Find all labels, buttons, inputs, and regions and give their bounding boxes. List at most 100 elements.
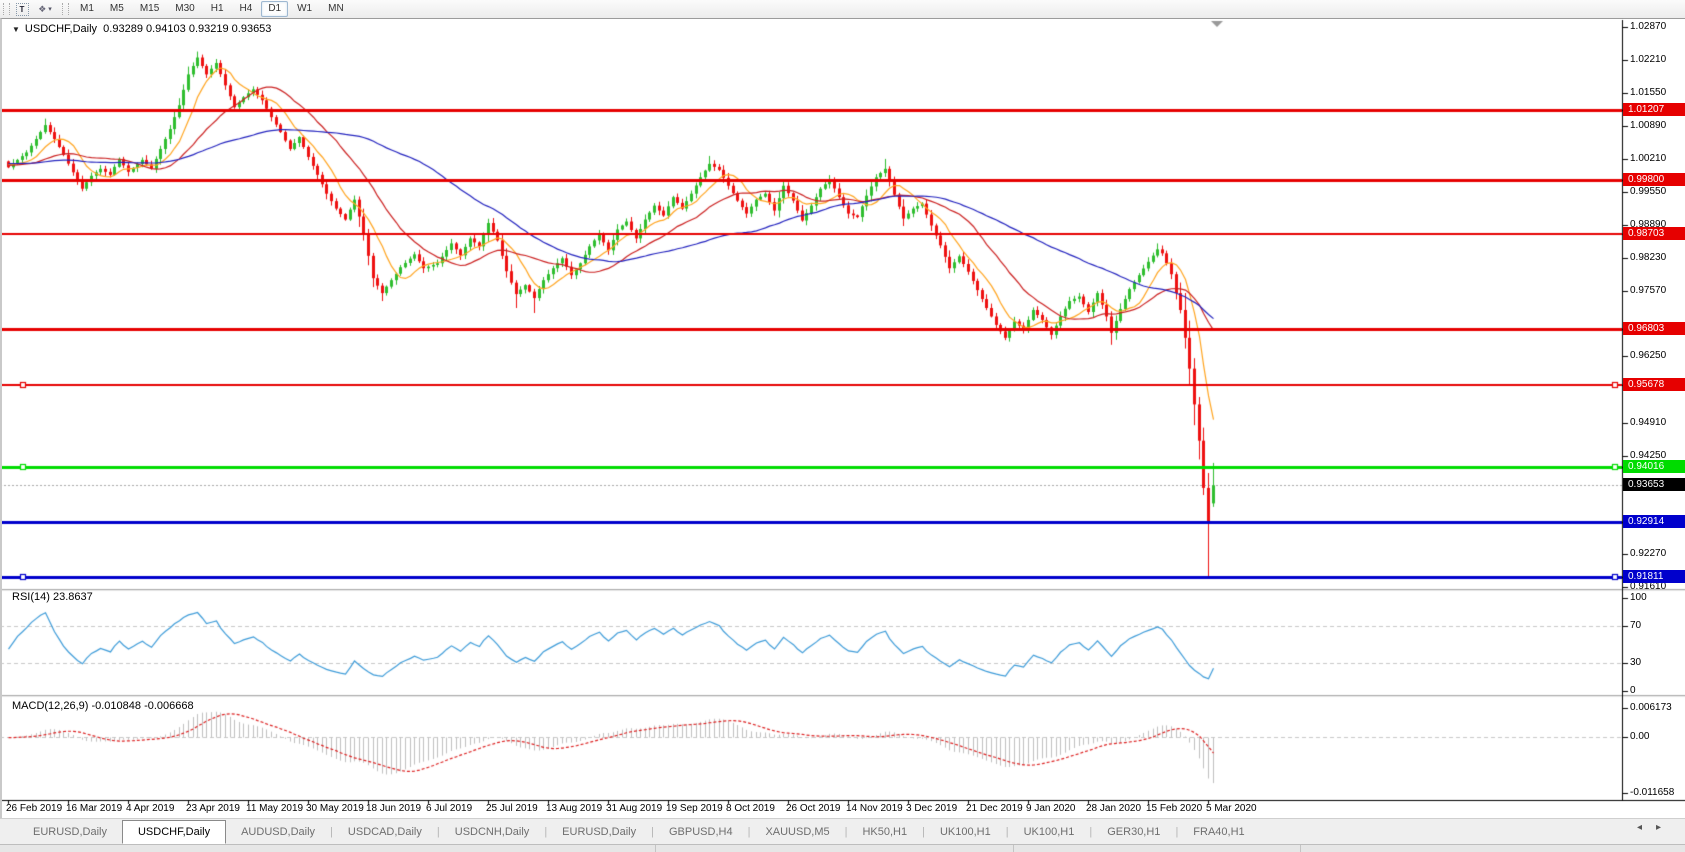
rsi-axis-tick-label: 0: [1630, 685, 1636, 696]
date-axis-label: 11 May 2019: [246, 803, 304, 814]
status-bar-divider: [1300, 845, 1301, 852]
price-level-badge[interactable]: 0.98703: [1623, 227, 1685, 240]
date-axis-label: 14 Nov 2019: [846, 803, 903, 814]
date-axis-label: 31 Aug 2019: [606, 803, 663, 814]
price-axis-tick-label: 0.94910: [1630, 417, 1667, 428]
price-axis-tick-label: 0.96250: [1630, 350, 1667, 361]
tab-separator: |: [544, 825, 548, 838]
ohlc-open: 0.93289: [103, 23, 143, 35]
timeframe-button-m1[interactable]: M1: [80, 3, 94, 14]
text-tool-button[interactable]: T: [14, 2, 30, 16]
symbol-tab-ger30-h1[interactable]: GER30,H1: [1107, 825, 1161, 838]
price-axis-tick-label: 0.98890: [1630, 219, 1667, 230]
status-bar-divider: [1013, 845, 1014, 852]
price-axis-tick-label: 0.91610: [1630, 581, 1667, 592]
text-tool-icon: T: [15, 2, 29, 16]
macd-axis-tick-label: 0.006173: [1630, 702, 1672, 713]
timeframe-button-m30[interactable]: M30: [175, 3, 195, 14]
tab-scroll-left-icon[interactable]: ◂: [1636, 822, 1656, 833]
date-axis-label: 9 Jan 2020: [1026, 803, 1076, 814]
price-level-badge[interactable]: 0.91811: [1623, 570, 1685, 583]
timeframe-button-m15[interactable]: M15: [139, 3, 160, 14]
price-axis-tick-label: 1.00890: [1630, 120, 1667, 131]
symbol-tab-fra40-h1[interactable]: FRA40,H1: [1193, 825, 1245, 838]
toolbar-grip[interactable]: [62, 3, 69, 15]
date-axis-label: 18 Jun 2019: [366, 803, 422, 814]
timeframe-button-w1[interactable]: W1: [297, 3, 313, 14]
symbol-tab-uk100-h1[interactable]: UK100,H1: [939, 825, 991, 838]
price-level-badge[interactable]: 0.96803: [1623, 322, 1685, 335]
rsi-axis-tick-label: 30: [1630, 657, 1642, 668]
price-chart-canvas[interactable]: [0, 18, 1685, 852]
ohlc-low: 0.93219: [188, 23, 229, 35]
symbol-tab-usdcad-daily[interactable]: USDCAD,Daily: [347, 825, 422, 838]
chart-symbol: USDCHF,Daily: [24, 23, 98, 35]
date-axis-label: 13 Aug 2019: [546, 803, 603, 814]
price-level-badge[interactable]: 0.94016: [1623, 460, 1685, 473]
date-axis-label: 4 Apr 2019: [126, 803, 175, 814]
price-level-badge[interactable]: 0.99800: [1623, 173, 1685, 186]
timeframe-button-d1[interactable]: D1: [261, 1, 289, 17]
cascade-windows-icon: ❖: [38, 3, 47, 14]
chevron-down-icon: ▾: [48, 6, 52, 13]
symbol-tab-gbpusd-h4[interactable]: GBPUSD,H4: [669, 825, 733, 838]
symbol-tab-xauusd-m5[interactable]: XAUUSD,M5: [765, 825, 830, 838]
status-bar-divider: [655, 845, 656, 852]
price-axis-tick-label: 0.92270: [1630, 548, 1667, 559]
date-axis-label: 26 Feb 2019: [6, 803, 63, 814]
symbol-tab-hk50-h1[interactable]: HK50,H1: [862, 825, 908, 838]
timeframe-button-m5[interactable]: M5: [109, 3, 124, 14]
symbol-tab-usdchf-daily[interactable]: USDCHF,Daily: [121, 820, 227, 844]
price-axis-tick-label: 1.02870: [1630, 21, 1667, 32]
date-axis-label: 26 Oct 2019: [786, 803, 841, 814]
macd-axis-tick-label: -0.011658: [1630, 787, 1675, 798]
chart-dropdown-icon[interactable]: ▼: [12, 25, 20, 34]
price-axis-tick-label: 1.02210: [1630, 54, 1667, 65]
timeframe-button-h4[interactable]: H4: [239, 3, 253, 14]
date-axis-label: 30 May 2019: [306, 803, 364, 814]
status-bar: [0, 844, 1685, 852]
price-axis-tick-label: 0.98230: [1630, 252, 1667, 263]
symbol-tab-audusd-daily[interactable]: AUDUSD,Daily: [241, 825, 316, 838]
current-price-badge: 0.93653: [1623, 478, 1685, 491]
price-axis-tick-label: 1.00210: [1630, 153, 1667, 164]
date-axis-label: 5 Mar 2020: [1206, 803, 1257, 814]
price-axis-tick-label: 0.99550: [1630, 186, 1667, 197]
rsi-axis-tick-label: 100: [1630, 592, 1647, 603]
toolbar-grip[interactable]: [3, 3, 10, 15]
chart-title[interactable]: ▼ USDCHF,Daily 0.93289 0.94103 0.93219 0.…: [12, 23, 271, 35]
tab-separator: |: [1175, 825, 1179, 838]
symbol-tab-eurusd-daily[interactable]: EURUSD,Daily: [33, 825, 107, 838]
tab-separator: |: [436, 825, 440, 838]
rsi-pane-label: RSI(14) 23.8637: [12, 591, 93, 603]
price-level-badge[interactable]: 0.92914: [1623, 515, 1685, 528]
symbol-tab-usdcnh-daily[interactable]: USDCNH,Daily: [454, 825, 530, 838]
tab-separator: |: [1005, 825, 1009, 838]
timeframe-button-mn[interactable]: MN: [328, 3, 344, 14]
symbol-tab-eurusd-daily[interactable]: EURUSD,Daily: [562, 825, 637, 838]
price-level-badge[interactable]: 1.01207: [1623, 103, 1685, 116]
macd-pane-label: MACD(12,26,9) -0.010848 -0.006668: [12, 700, 194, 712]
date-axis-label: 8 Oct 2019: [726, 803, 775, 814]
date-axis-label: 28 Jan 2020: [1086, 803, 1142, 814]
tab-separator: |: [747, 825, 751, 838]
date-axis-label: 23 Apr 2019: [186, 803, 240, 814]
price-level-badge[interactable]: 0.95678: [1623, 378, 1685, 391]
top-toolbar: T ❖ ▾ M1 M5 M15 M30 H1 H4 D1 W1 MN: [0, 0, 1685, 19]
symbol-tab-uk100-h1[interactable]: UK100,H1: [1023, 825, 1075, 838]
arrange-windows-button[interactable]: ❖ ▾: [32, 2, 58, 16]
tab-scroll-arrows: ◂▸: [1637, 822, 1675, 833]
tab-separator: |: [651, 825, 654, 838]
ohlc-close: 0.93653: [231, 23, 272, 35]
tab-separator: |: [1089, 825, 1093, 838]
price-axis-tick-label: 0.94250: [1630, 450, 1667, 461]
date-axis-label: 19 Sep 2019: [666, 803, 723, 814]
tab-separator: |: [330, 825, 333, 838]
symbol-tab-bar: EURUSD,Daily USDCHF,Daily AUDUSD,Daily | USD…: [0, 818, 1685, 844]
date-axis-label: 16 Mar 2019: [66, 803, 123, 814]
timeframe-button-h1[interactable]: H1: [210, 3, 224, 14]
tab-scroll-right-icon[interactable]: ▸: [1655, 822, 1675, 833]
timeframe-button-group: M1 M5 M15 M30 H1 H4 D1 W1 MN: [72, 1, 352, 17]
date-axis-label: 15 Feb 2020: [1146, 803, 1203, 814]
